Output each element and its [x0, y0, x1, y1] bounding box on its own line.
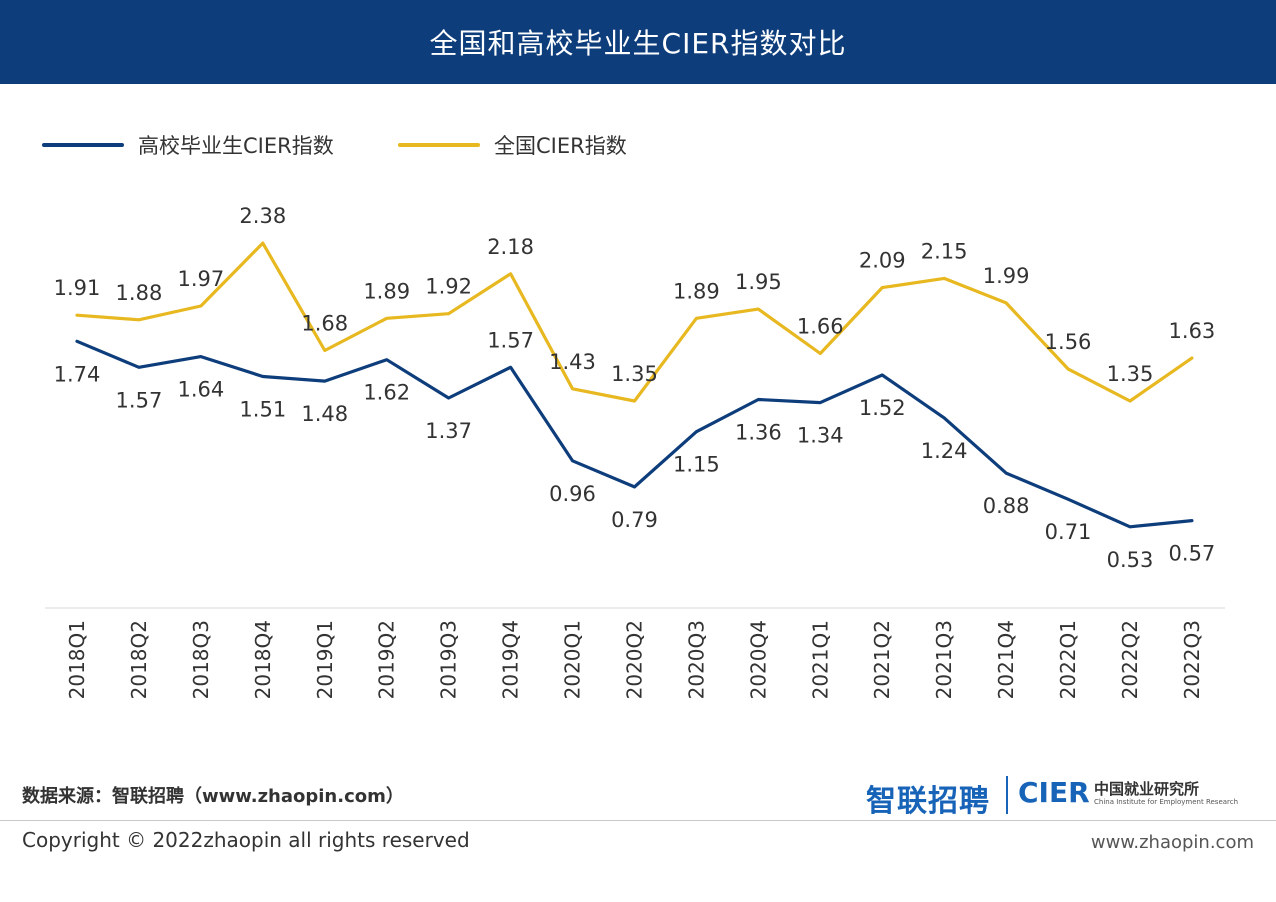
x-tick-label: 2022Q1 [1056, 620, 1080, 699]
data-label-national: 1.35 [611, 362, 658, 386]
data-label-graduate: 0.71 [1045, 520, 1092, 544]
data-label-national: 1.63 [1169, 319, 1216, 343]
legend-label-graduate: 高校毕业生CIER指数 [138, 134, 334, 158]
x-tick-label: 2021Q1 [808, 620, 832, 699]
data-label-graduate: 1.57 [487, 328, 534, 352]
data-label-national: 1.89 [363, 279, 410, 303]
data-label-graduate: 1.57 [116, 388, 163, 412]
x-tick-label: 2018Q2 [127, 620, 151, 699]
data-label-graduate: 1.24 [921, 439, 968, 463]
x-tick-label: 2018Q4 [251, 620, 275, 699]
data-label-graduate: 1.36 [735, 421, 782, 445]
x-tick-label: 2019Q3 [437, 620, 461, 699]
legend-swatch-graduate [42, 143, 124, 147]
data-label-graduate: 1.51 [239, 398, 286, 422]
data-label-graduate: 1.64 [177, 378, 224, 402]
data-label-graduate: 0.79 [611, 508, 658, 532]
cier-english-name: China Institute for Employment Research [1094, 798, 1239, 806]
data-label-national: 2.18 [487, 235, 534, 259]
x-tick-label: 2019Q2 [375, 620, 399, 699]
x-tick-label: 2019Q1 [313, 620, 337, 699]
x-tick-label: 2021Q4 [994, 620, 1018, 699]
data-label-national: 1.95 [735, 270, 782, 294]
x-tick-label: 2018Q1 [65, 620, 89, 699]
data-label-graduate: 1.48 [301, 402, 348, 426]
copyright-text: Copyright © 2022zhaopin all rights reser… [22, 828, 470, 852]
brand-divider [1006, 776, 1008, 814]
data-label-graduate: 1.52 [859, 396, 906, 420]
cier-chinese-name: 中国就业研究所 [1094, 780, 1200, 798]
header-bar: 全国和高校毕业生CIER指数对比 [0, 0, 1276, 84]
chart-title: 全国和高校毕业生CIER指数对比 [429, 27, 847, 60]
data-label-national: 2.38 [239, 204, 286, 228]
data-label-national: 1.97 [177, 267, 224, 291]
website-url: www.zhaopin.com [1090, 832, 1254, 853]
x-tick-label: 2020Q1 [561, 620, 585, 699]
data-label-graduate: 1.62 [363, 381, 410, 405]
x-tick-label: 2021Q3 [932, 620, 956, 699]
data-label-national: 1.43 [549, 350, 596, 374]
data-label-national: 1.66 [797, 315, 844, 339]
x-tick-label: 2019Q4 [499, 620, 523, 699]
x-tick-label: 2020Q2 [622, 620, 646, 699]
zhaopin-logo: 智联招聘 [866, 784, 990, 819]
legend-item-graduate: 高校毕业生CIER指数 [42, 130, 334, 160]
series-line-national [75, 241, 1194, 403]
data-label-graduate: 0.96 [549, 482, 596, 506]
legend-item-national: 全国CIER指数 [398, 130, 627, 160]
data-label-national: 1.68 [301, 311, 348, 335]
data-label-national: 2.09 [859, 249, 906, 273]
legend-label-national: 全国CIER指数 [494, 134, 627, 158]
data-label-graduate: 1.74 [54, 362, 101, 386]
data-label-graduate: 1.34 [797, 424, 844, 448]
legend-swatch-national [398, 143, 480, 147]
x-tick-label: 2021Q2 [870, 620, 894, 699]
data-label-national: 1.89 [673, 279, 720, 303]
cier-logo: CIER [1018, 776, 1090, 809]
data-label-graduate: 1.37 [425, 419, 472, 443]
x-tick-label: 2018Q3 [189, 620, 213, 699]
data-label-national: 1.56 [1045, 330, 1092, 354]
data-label-graduate: 0.57 [1169, 542, 1216, 566]
data-label-graduate: 0.88 [983, 494, 1030, 518]
data-label-national: 1.92 [425, 275, 472, 299]
data-label-graduate: 1.15 [673, 453, 720, 477]
x-tick-label: 2020Q4 [746, 620, 770, 699]
footer-divider [0, 820, 1276, 821]
x-tick-label: 2020Q3 [684, 620, 708, 699]
series-line-graduate [75, 339, 1194, 529]
data-label-graduate: 0.53 [1107, 548, 1154, 572]
data-label-national: 1.91 [54, 276, 101, 300]
x-tick-label: 2022Q3 [1180, 620, 1204, 699]
data-label-national: 1.35 [1107, 362, 1154, 386]
data-label-national: 1.88 [116, 281, 163, 305]
data-source: 数据来源：智联招聘（www.zhaopin.com） [22, 786, 404, 807]
data-label-national: 1.99 [983, 264, 1030, 288]
data-label-national: 2.15 [921, 239, 968, 263]
x-tick-label: 2022Q2 [1118, 620, 1142, 699]
line-chart: 1.91 1.74 1.88 1.57 1.97 1.64 2.38 1.51 1.68 1.48… [45, 204, 1225, 699]
